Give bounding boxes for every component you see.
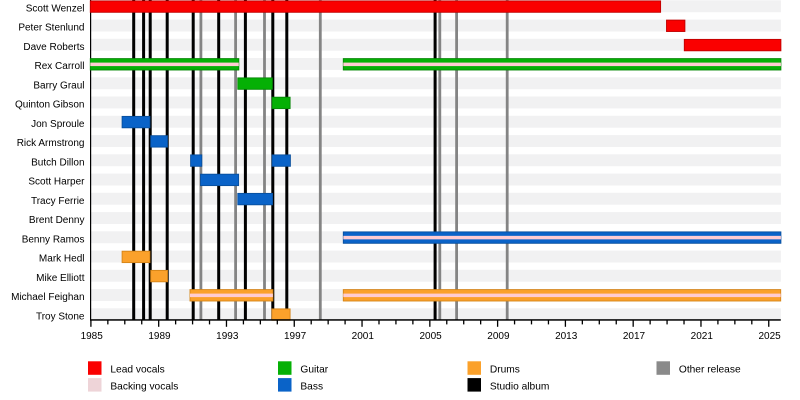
svg-text:Other release: Other release [679,365,741,376]
svg-text:Tracy Ferrie: Tracy Ferrie [31,196,85,207]
svg-text:1993: 1993 [216,331,239,342]
svg-text:2009: 2009 [487,331,510,342]
svg-text:Rex Carroll: Rex Carroll [34,61,84,72]
svg-text:Mark Hedl: Mark Hedl [39,254,85,265]
svg-text:Quinton Gibson: Quinton Gibson [15,100,85,111]
svg-text:Scott Harper: Scott Harper [28,177,85,188]
svg-text:2017: 2017 [623,331,646,342]
svg-text:2005: 2005 [419,331,442,342]
svg-text:Benny Ramos: Benny Ramos [22,234,85,245]
svg-text:Peter Stenlund: Peter Stenlund [18,23,84,34]
svg-text:Lead vocals: Lead vocals [110,365,164,376]
svg-text:Butch Dillon: Butch Dillon [31,157,84,168]
svg-text:Rick Armstrong: Rick Armstrong [17,138,85,149]
svg-text:1985: 1985 [81,331,104,342]
svg-text:2025: 2025 [758,331,781,342]
svg-text:Troy Stone: Troy Stone [36,311,85,322]
svg-text:Michael Feighan: Michael Feighan [11,292,84,303]
svg-text:Jon Sproule: Jon Sproule [31,119,85,130]
svg-text:Brent Denny: Brent Denny [29,215,85,226]
svg-text:Bass: Bass [300,381,323,392]
svg-text:2021: 2021 [691,331,714,342]
svg-text:Mike Elliott: Mike Elliott [36,273,85,284]
svg-text:1989: 1989 [148,331,171,342]
svg-text:Dave Roberts: Dave Roberts [23,42,84,53]
svg-text:Guitar: Guitar [300,365,328,376]
svg-text:Studio album: Studio album [490,381,549,392]
svg-text:Barry Graul: Barry Graul [33,80,84,91]
svg-text:Backing vocals: Backing vocals [110,381,178,392]
svg-text:Scott Wenzel: Scott Wenzel [26,3,85,14]
svg-text:2013: 2013 [555,331,578,342]
svg-text:1997: 1997 [284,331,307,342]
svg-text:Drums: Drums [490,365,520,376]
svg-text:2001: 2001 [352,331,375,342]
